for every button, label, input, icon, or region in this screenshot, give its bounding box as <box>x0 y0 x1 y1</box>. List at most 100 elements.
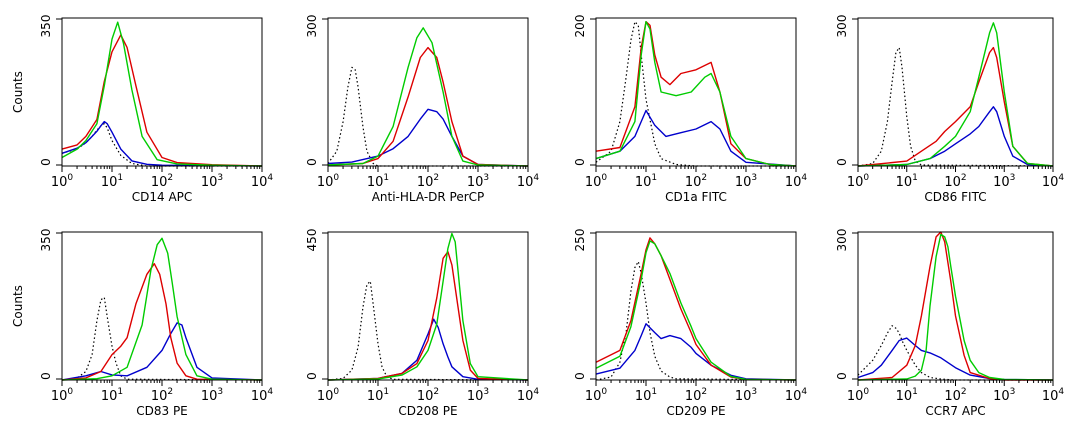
plot-frame <box>61 231 263 381</box>
x-tick-label: 103 <box>201 173 223 190</box>
x-tick-label: 101 <box>101 173 123 190</box>
histogram-series-line <box>61 322 263 381</box>
histogram-series-line <box>327 46 529 167</box>
y-tick-label: 350 <box>39 15 53 38</box>
x-tick-label: 100 <box>847 387 870 404</box>
x-tick-label: 100 <box>317 387 340 404</box>
histogram-series-line <box>61 34 263 167</box>
histogram-panel: 100 101 102 103 104 0 350 CD14 APC Counts <box>11 15 273 204</box>
x-tick-label: 101 <box>635 173 657 190</box>
y-tick-label: 0 <box>305 158 319 166</box>
plot-frame <box>327 17 529 167</box>
x-axis-title: CD14 APC <box>132 190 193 204</box>
x-tick-label: 102 <box>151 173 173 190</box>
x-tick-label: 102 <box>685 387 707 404</box>
y-tick-label: 300 <box>305 15 319 38</box>
x-tick-label: 104 <box>1042 173 1065 190</box>
x-tick-label: 101 <box>896 173 918 190</box>
histogram-series-line <box>595 21 797 167</box>
y-tick-label: 0 <box>573 158 587 166</box>
x-tick-label: 100 <box>847 173 870 190</box>
histogram-series-line <box>61 296 263 381</box>
histogram-series-line <box>61 21 263 167</box>
x-tick-label: 101 <box>367 173 389 190</box>
histogram-series-line <box>595 237 797 381</box>
x-axis-title: CD1a FITC <box>665 190 727 204</box>
x-tick-label: 103 <box>467 387 489 404</box>
histogram-panel: 100 101 102 103 104 0 300 CCR7 APC <box>835 229 1064 418</box>
y-tick-label: 300 <box>835 15 849 38</box>
x-tick-label: 103 <box>993 173 1015 190</box>
x-axis-title: CD86 FITC <box>924 190 986 204</box>
histogram-panel: 100 101 102 103 104 0 250 CD209 PE <box>573 229 807 418</box>
histogram-series-line <box>857 325 1053 381</box>
y-tick-label: 250 <box>573 229 587 252</box>
x-axis-title: CD209 PE <box>666 404 725 418</box>
x-tick-label: 104 <box>251 173 274 190</box>
y-tick-label: 450 <box>305 229 319 252</box>
x-tick-label: 101 <box>101 387 123 404</box>
histogram-panel: 100 101 102 103 104 0 350 CD83 PE Counts <box>11 229 273 418</box>
y-axis-title: Counts <box>11 71 25 113</box>
x-axis-title: Anti-HLA-DR PerCP <box>372 190 485 204</box>
x-axis-title: CD83 PE <box>136 404 188 418</box>
histogram-series-line <box>857 46 1054 167</box>
histogram-panel: 100 101 102 103 104 0 200 CD1a FITC <box>573 15 807 204</box>
x-tick-label: 104 <box>517 387 540 404</box>
x-tick-label: 103 <box>467 173 489 190</box>
x-tick-label: 100 <box>585 387 608 404</box>
histogram-series-line <box>327 27 529 167</box>
histogram-panel: 100 101 102 103 104 0 450 CD208 PE <box>305 229 539 418</box>
x-tick-label: 103 <box>201 387 223 404</box>
histogram-series-line <box>327 66 528 167</box>
y-tick-label: 0 <box>305 372 319 380</box>
y-tick-label: 0 <box>39 372 53 380</box>
y-axis-title: Counts <box>11 285 25 327</box>
x-tick-label: 104 <box>1042 387 1065 404</box>
x-tick-label: 104 <box>785 173 808 190</box>
x-tick-label: 103 <box>993 387 1015 404</box>
histogram-series-line <box>595 261 797 381</box>
x-tick-label: 104 <box>517 173 540 190</box>
histogram-series-line <box>61 120 263 167</box>
x-tick-label: 104 <box>251 387 274 404</box>
x-tick-label: 101 <box>635 387 657 404</box>
plot-frame <box>61 17 263 167</box>
histogram-series-line <box>61 263 263 381</box>
x-tick-label: 100 <box>51 387 74 404</box>
histogram-series-line <box>327 250 529 381</box>
x-tick-label: 103 <box>735 387 757 404</box>
x-tick-label: 102 <box>417 387 439 404</box>
histogram-series-line <box>327 108 529 167</box>
y-tick-label: 0 <box>39 158 53 166</box>
x-tick-label: 101 <box>896 387 918 404</box>
y-tick-label: 0 <box>573 372 587 380</box>
histogram-series-line <box>595 109 797 167</box>
histogram-series-line <box>857 233 1054 381</box>
y-tick-label: 300 <box>835 229 849 252</box>
x-tick-label: 100 <box>51 173 74 190</box>
histogram-series-line <box>595 21 797 167</box>
x-tick-label: 102 <box>417 173 439 190</box>
histogram-series-line <box>857 22 1054 167</box>
x-tick-label: 102 <box>685 173 707 190</box>
x-tick-label: 100 <box>317 173 340 190</box>
histogram-series-line <box>857 337 1054 381</box>
plot-frame <box>595 17 797 167</box>
x-tick-label: 102 <box>944 173 966 190</box>
x-tick-label: 100 <box>585 173 608 190</box>
histogram-series-line <box>327 280 529 381</box>
histogram-series-line <box>857 231 1053 381</box>
y-tick-label: 350 <box>39 229 53 252</box>
x-tick-label: 102 <box>944 387 966 404</box>
y-tick-label: 200 <box>573 15 587 38</box>
histogram-panel: 100 101 102 103 104 0 300 CD86 FITC <box>835 15 1064 204</box>
y-tick-label: 0 <box>835 158 849 166</box>
histogram-series-line <box>595 21 796 167</box>
x-tick-label: 101 <box>367 387 389 404</box>
histogram-panel: 100 101 102 103 104 0 300 Anti-HLA-DR PerCP <box>305 15 539 204</box>
x-tick-label: 102 <box>151 387 173 404</box>
x-axis-title: CD208 PE <box>398 404 457 418</box>
x-axis-title: CCR7 APC <box>925 404 985 418</box>
